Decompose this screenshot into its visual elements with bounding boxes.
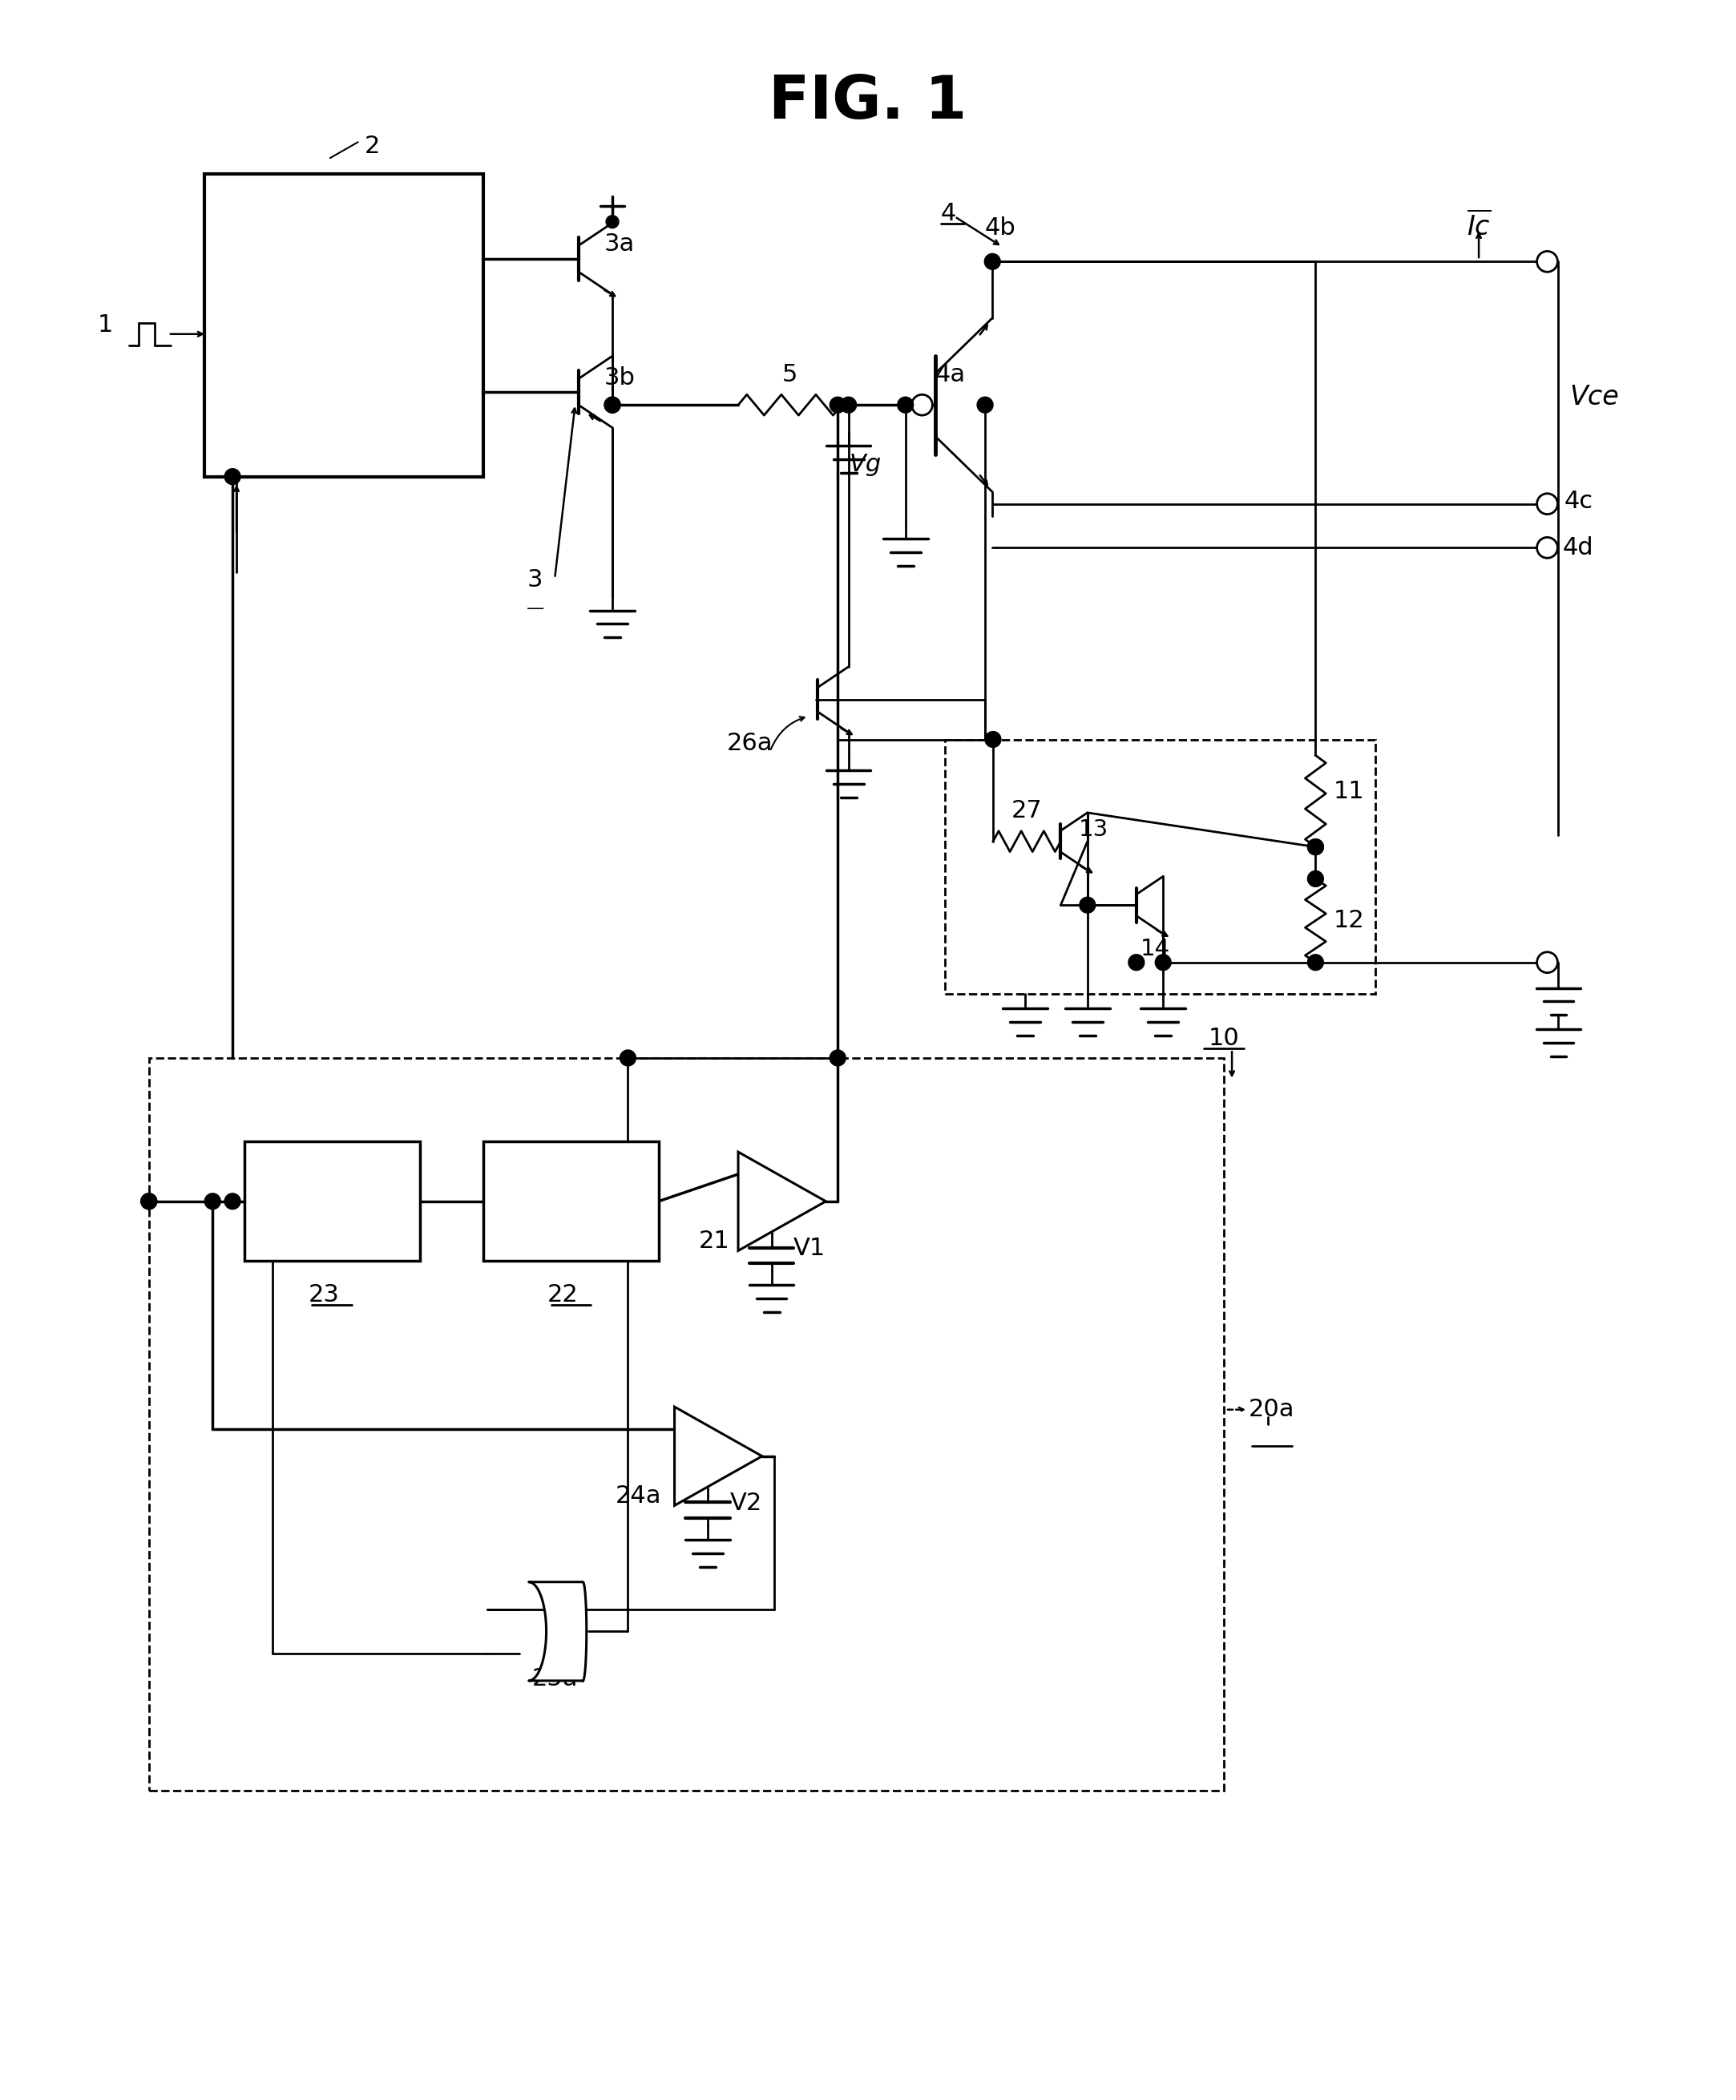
Text: Vce: Vce <box>1569 384 1620 410</box>
Text: —: — <box>526 601 543 615</box>
Circle shape <box>977 397 993 414</box>
Circle shape <box>1307 840 1323 855</box>
Text: CIRCUIT: CIRCUIT <box>290 388 399 412</box>
Text: 20a: 20a <box>1248 1399 1295 1422</box>
Text: 1: 1 <box>97 313 113 336</box>
Circle shape <box>984 731 1002 748</box>
Circle shape <box>1128 953 1144 970</box>
Text: 14: 14 <box>1141 937 1170 960</box>
Circle shape <box>1536 493 1557 514</box>
Polygon shape <box>738 1153 826 1252</box>
Circle shape <box>1307 953 1323 970</box>
Polygon shape <box>529 1581 587 1680</box>
Text: 11: 11 <box>1333 779 1364 802</box>
Circle shape <box>1080 897 1095 914</box>
Text: +: + <box>694 1470 710 1489</box>
Text: LATCH: LATCH <box>292 1191 372 1212</box>
Text: 5: 5 <box>783 363 799 386</box>
Circle shape <box>604 397 620 414</box>
Text: DELAY: DELAY <box>531 1191 611 1212</box>
Text: 25a: 25a <box>531 1667 578 1691</box>
Text: $\overline{Ic}$: $\overline{Ic}$ <box>1467 210 1491 242</box>
Circle shape <box>620 1050 635 1067</box>
Circle shape <box>224 1193 241 1210</box>
Circle shape <box>141 1193 156 1210</box>
Bar <box>483 1142 658 1260</box>
Circle shape <box>224 468 241 485</box>
Text: 4a: 4a <box>934 363 965 386</box>
Text: 12: 12 <box>1333 909 1364 932</box>
Text: 2: 2 <box>365 134 380 158</box>
Circle shape <box>1536 538 1557 559</box>
Text: 26a: 26a <box>727 731 773 756</box>
Text: 3b: 3b <box>604 365 635 389</box>
Circle shape <box>898 397 913 414</box>
Text: 27: 27 <box>1012 800 1042 823</box>
Text: LOGIC: LOGIC <box>302 313 385 336</box>
Text: 3: 3 <box>528 569 543 592</box>
Text: 23: 23 <box>309 1283 340 1306</box>
Text: 13: 13 <box>1078 819 1108 840</box>
Text: V2: V2 <box>729 1491 762 1514</box>
Text: 4c: 4c <box>1564 489 1594 512</box>
Text: 10: 10 <box>1208 1027 1240 1050</box>
Circle shape <box>984 254 1000 269</box>
Text: 4: 4 <box>941 202 957 225</box>
Text: 24a: 24a <box>616 1485 661 1508</box>
Text: 21: 21 <box>700 1228 729 1254</box>
Bar <box>205 174 483 477</box>
Circle shape <box>911 395 932 416</box>
Circle shape <box>1307 840 1323 855</box>
Circle shape <box>830 397 845 414</box>
Text: 4b: 4b <box>984 216 1016 239</box>
Bar <box>149 1058 1224 1791</box>
Circle shape <box>1307 872 1323 886</box>
Text: V1: V1 <box>793 1237 826 1260</box>
Circle shape <box>1536 252 1557 271</box>
Circle shape <box>205 1193 220 1210</box>
Bar <box>944 739 1375 993</box>
Polygon shape <box>675 1407 762 1506</box>
Text: 22: 22 <box>547 1283 578 1306</box>
Circle shape <box>1536 951 1557 972</box>
Circle shape <box>604 397 620 414</box>
Text: +: + <box>759 1168 774 1186</box>
Text: 3a: 3a <box>604 233 635 256</box>
Text: FIG. 1: FIG. 1 <box>769 74 967 132</box>
Circle shape <box>1154 953 1172 970</box>
Circle shape <box>606 216 618 229</box>
Text: INPUT: INPUT <box>302 237 385 260</box>
Circle shape <box>830 1050 845 1067</box>
Text: 4d: 4d <box>1562 536 1594 559</box>
Text: −: − <box>693 1422 712 1443</box>
Text: Vg: Vg <box>849 454 882 477</box>
Bar <box>245 1142 420 1260</box>
Text: −: − <box>757 1214 776 1237</box>
Circle shape <box>840 397 856 414</box>
Circle shape <box>141 1193 156 1210</box>
